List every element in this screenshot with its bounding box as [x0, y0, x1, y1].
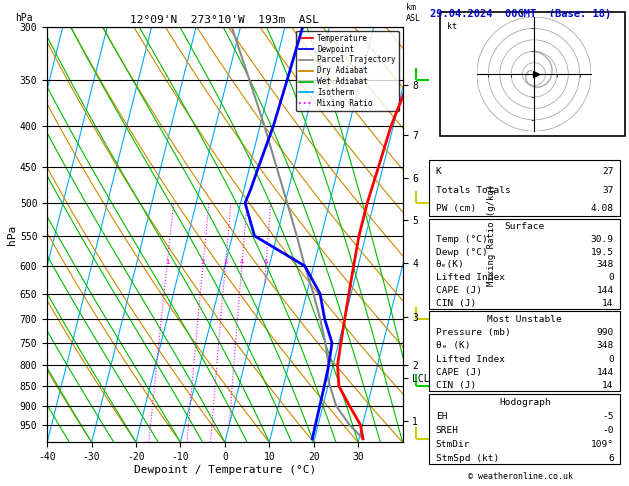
Text: km
ASL: km ASL [406, 3, 421, 22]
Text: SREH: SREH [436, 426, 459, 435]
Text: 4.08: 4.08 [591, 204, 614, 213]
Text: StmDir: StmDir [436, 440, 470, 449]
Text: 6: 6 [264, 259, 268, 265]
Text: 30.9: 30.9 [591, 235, 614, 244]
Text: CAPE (J): CAPE (J) [436, 368, 482, 377]
Text: Mixing Ratio (g/kg): Mixing Ratio (g/kg) [487, 183, 496, 286]
Text: θₑ(K): θₑ(K) [436, 260, 465, 269]
Legend: Temperature, Dewpoint, Parcel Trajectory, Dry Adiabat, Wet Adiabat, Isotherm, Mi: Temperature, Dewpoint, Parcel Trajectory… [296, 31, 399, 111]
Text: PW (cm): PW (cm) [436, 204, 476, 213]
Bar [430, 219, 620, 309]
Text: Totals Totals: Totals Totals [436, 186, 511, 195]
Text: CIN (J): CIN (J) [436, 299, 476, 308]
Text: 348: 348 [596, 341, 614, 350]
Text: 0: 0 [608, 273, 614, 282]
Text: Dewp (°C): Dewp (°C) [436, 247, 487, 257]
Text: 14: 14 [603, 382, 614, 390]
Text: 1: 1 [165, 259, 169, 265]
Text: 3: 3 [223, 259, 228, 265]
Text: Lifted Index: Lifted Index [436, 273, 505, 282]
Bar [430, 160, 620, 216]
Text: EH: EH [436, 412, 447, 421]
X-axis label: Dewpoint / Temperature (°C): Dewpoint / Temperature (°C) [134, 465, 316, 475]
Title: 12°09'N  273°10'W  193m  ASL: 12°09'N 273°10'W 193m ASL [130, 15, 320, 25]
Text: K: K [436, 167, 442, 176]
Text: 0: 0 [608, 355, 614, 364]
Text: CIN (J): CIN (J) [436, 382, 476, 390]
Text: 144: 144 [596, 286, 614, 295]
Text: 144: 144 [596, 368, 614, 377]
Text: Hodograph: Hodograph [499, 398, 551, 407]
Bar [430, 394, 620, 464]
Text: Pressure (mb): Pressure (mb) [436, 328, 511, 337]
Text: Temp (°C): Temp (°C) [436, 235, 487, 244]
Text: hPa: hPa [15, 13, 33, 22]
Text: © weatheronline.co.uk: © weatheronline.co.uk [468, 472, 573, 481]
Text: 29.04.2024  00GMT  (Base: 18): 29.04.2024 00GMT (Base: 18) [430, 9, 611, 19]
Text: θₑ (K): θₑ (K) [436, 341, 470, 350]
Text: kt: kt [447, 22, 457, 31]
Text: -5: -5 [603, 412, 614, 421]
Text: 2: 2 [201, 259, 205, 265]
Text: 37: 37 [603, 186, 614, 195]
Text: -0: -0 [603, 426, 614, 435]
Text: Surface: Surface [504, 222, 545, 231]
Text: 4: 4 [240, 259, 244, 265]
Text: CAPE (J): CAPE (J) [436, 286, 482, 295]
Text: 27: 27 [603, 167, 614, 176]
Text: 109°: 109° [591, 440, 614, 449]
Bar [430, 311, 620, 391]
Text: 14: 14 [603, 299, 614, 308]
Bar [440, 12, 625, 136]
Text: 990: 990 [596, 328, 614, 337]
Text: Most Unstable: Most Unstable [487, 314, 562, 324]
Text: StmSpd (kt): StmSpd (kt) [436, 454, 499, 463]
Text: 348: 348 [596, 260, 614, 269]
Text: Lifted Index: Lifted Index [436, 355, 505, 364]
Y-axis label: hPa: hPa [7, 225, 17, 244]
Text: 19.5: 19.5 [591, 247, 614, 257]
Text: 6: 6 [608, 454, 614, 463]
